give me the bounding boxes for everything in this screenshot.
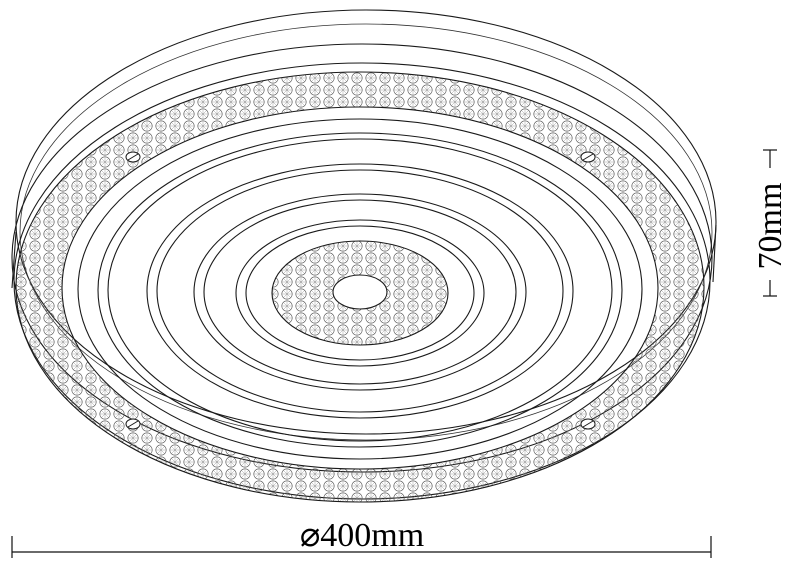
diameter-label: ⌀400mm: [300, 517, 424, 554]
diameter-dimension: ⌀400mm: [11, 517, 712, 558]
screw-icon: [125, 151, 141, 163]
mounting-screws: [125, 151, 596, 430]
height-label: 70mm: [752, 183, 789, 270]
screw-icon: [125, 418, 141, 430]
screw-icon: [580, 151, 596, 163]
screw-icon: [580, 418, 596, 430]
height-dimension: 70mm: [752, 149, 789, 297]
